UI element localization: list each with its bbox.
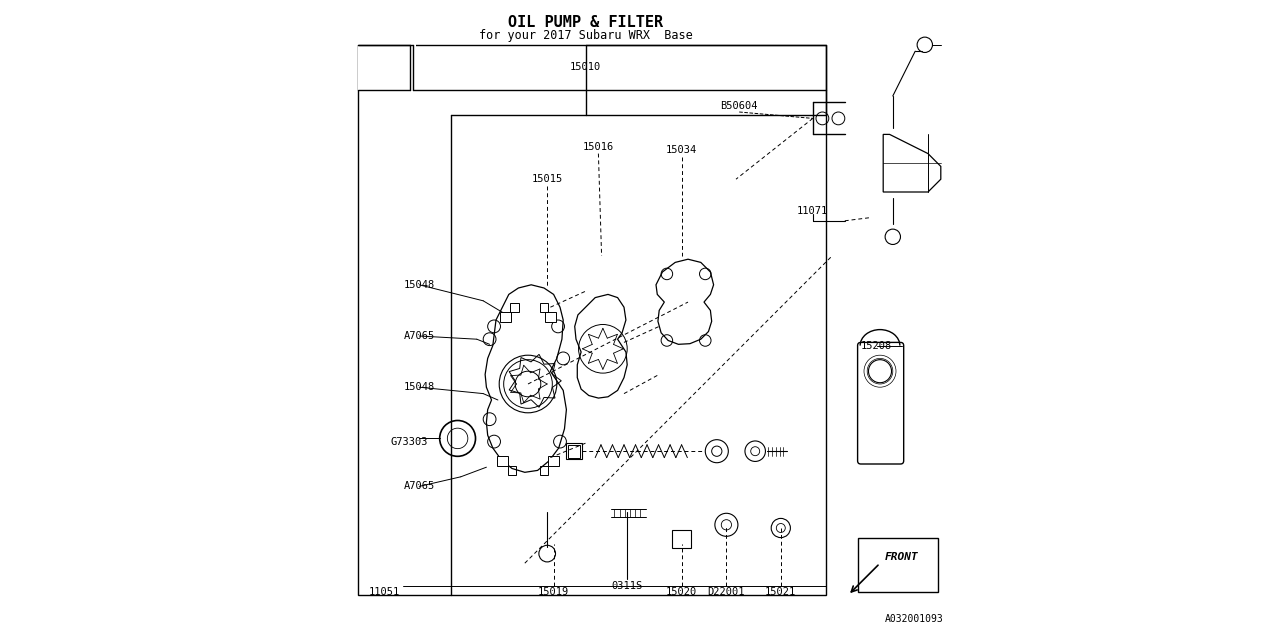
Text: 15015: 15015 <box>531 174 563 184</box>
Text: 11051: 11051 <box>369 587 399 597</box>
Text: A7065: A7065 <box>403 331 435 341</box>
FancyBboxPatch shape <box>545 312 556 322</box>
Text: A7065: A7065 <box>403 481 435 492</box>
Text: 15021: 15021 <box>765 587 796 597</box>
Text: 15020: 15020 <box>666 587 698 597</box>
Text: 15019: 15019 <box>538 587 570 597</box>
Text: 0311S: 0311S <box>612 580 643 591</box>
FancyBboxPatch shape <box>497 456 507 466</box>
Text: B50604: B50604 <box>721 100 758 111</box>
Text: D22001: D22001 <box>708 587 745 597</box>
Text: 15208: 15208 <box>861 340 892 351</box>
Text: FRONT: FRONT <box>886 552 919 562</box>
FancyBboxPatch shape <box>549 456 559 466</box>
FancyBboxPatch shape <box>500 312 511 322</box>
FancyBboxPatch shape <box>358 38 416 90</box>
Text: A032001093: A032001093 <box>886 614 945 624</box>
Text: OIL PUMP & FILTER: OIL PUMP & FILTER <box>508 15 663 30</box>
Text: 11071: 11071 <box>797 206 828 216</box>
Text: 15010: 15010 <box>570 62 602 72</box>
Text: for your 2017 Subaru WRX  Base: for your 2017 Subaru WRX Base <box>479 29 692 42</box>
Text: 15048: 15048 <box>403 280 435 290</box>
Text: 15048: 15048 <box>403 382 435 392</box>
Text: G73303: G73303 <box>390 436 429 447</box>
Text: 15034: 15034 <box>666 145 698 156</box>
Text: 15016: 15016 <box>582 142 614 152</box>
